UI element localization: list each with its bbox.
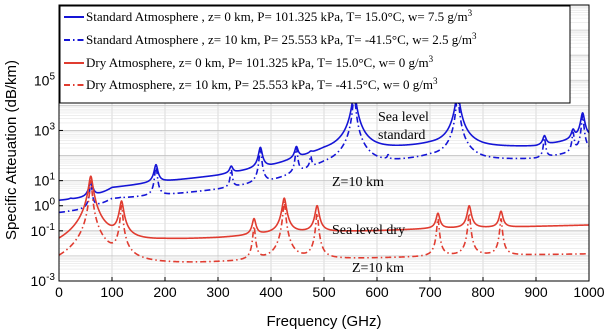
legend-box: [59, 5, 571, 104]
annotation-standard: standard: [378, 128, 425, 143]
x-tick-label: 700: [418, 284, 442, 300]
ticks: 0 100 200 300 400 500 600 700 800 900 1000 10-3 10-1…: [31, 71, 605, 300]
y-tick-label: 10-1: [31, 222, 56, 239]
annotation-sea-level: Sea level: [378, 110, 429, 125]
legend-label-3: Dry Atmosphere, z= 0 km, P= 101.325 kPa,…: [86, 54, 434, 70]
y-tick-label: 100: [34, 197, 56, 214]
series-line-2: [58, 92, 590, 214]
legend-label-2: Standard Atmosphere , z= 10 km, P= 25.55…: [86, 31, 477, 47]
x-tick-label: 300: [206, 284, 230, 300]
series-line-1: [58, 92, 590, 201]
legend-label-4: Dry Atmosphere, z= 10 km, P= 25.553 kPa,…: [86, 76, 438, 92]
x-tick-label: 500: [312, 284, 336, 300]
y-tick-label: 10-3: [31, 272, 56, 289]
x-tick-label: 1000: [573, 284, 604, 300]
annotation-sea-level-dry: Sea level dry: [332, 223, 405, 238]
series-layer: [58, 92, 590, 263]
series-line-4: [58, 179, 590, 263]
legend: Standard Atmosphere , z= 0 km, P= 101.32…: [64, 8, 477, 92]
x-axis-title: Frequency (GHz): [266, 313, 381, 330]
annotation-z10-upper: Z=10 km: [332, 175, 384, 190]
x-tick-label: 100: [100, 284, 124, 300]
y-tick-label: 101: [34, 172, 56, 189]
series-line-3: [58, 175, 590, 240]
x-tick-label: 400: [259, 284, 283, 300]
y-tick-label: 105: [34, 71, 56, 88]
y-tick-label: 103: [34, 121, 56, 138]
x-tick-label: 200: [153, 284, 177, 300]
legend-label-1: Standard Atmosphere , z= 0 km, P= 101.32…: [86, 8, 473, 24]
x-tick-label: 900: [524, 284, 548, 300]
x-tick-label: 600: [365, 284, 389, 300]
x-tick-label: 800: [471, 284, 495, 300]
y-axis-title: Specific Atteuation (dB/km): [3, 60, 20, 240]
x-tick-label: 0: [55, 284, 63, 300]
annotation-z10-lower: Z=10 km: [352, 261, 404, 276]
